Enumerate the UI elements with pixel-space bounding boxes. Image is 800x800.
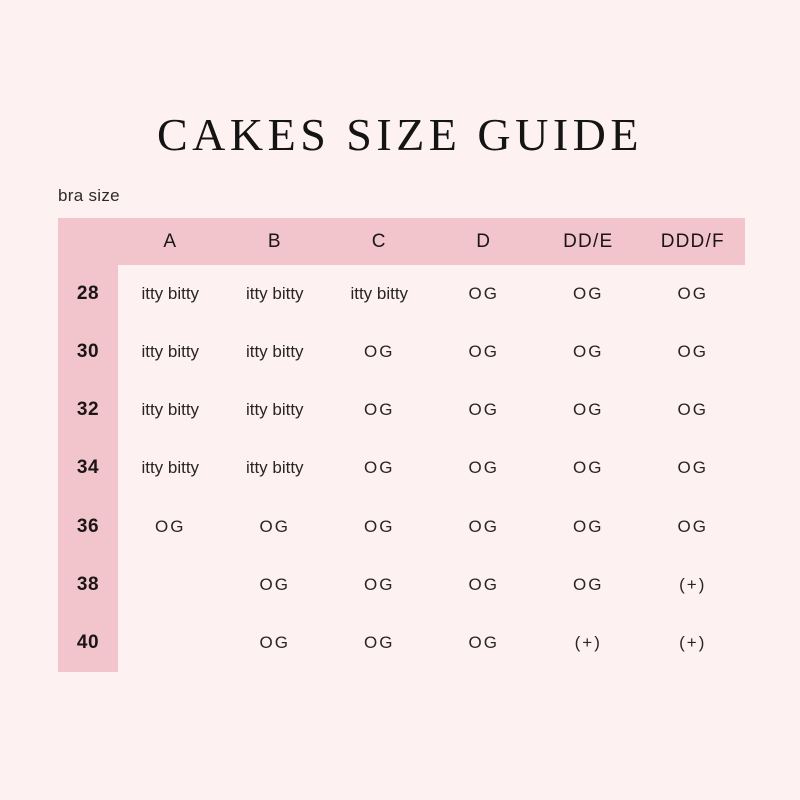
cell-38-d: OG [468,574,499,594]
cell-32-c: OG [364,400,395,420]
table-row: 32 itty bitty itty bitty OG OG OG OG [58,381,745,439]
cell-30-b: itty bitty [245,342,304,362]
cell-40-c: OG [364,632,395,652]
cell-28-d: OG [468,284,499,304]
cup-header-dddf: DDD/F [660,230,725,252]
cup-header-c: C [371,230,387,252]
cell-36-dddf: OG [677,516,708,536]
cell-36-d: OG [468,516,499,536]
band-size-label: 38 [76,573,100,595]
band-size-label: 34 [76,457,100,479]
table-row: 30 itty bitty itty bitty OG OG OG OG [58,323,745,381]
size-guide-table: A B C D DD/E DDD/F 28 itty bitty itty bi… [58,218,745,672]
cell-36-c: OG [364,516,395,536]
cup-header-dde: DD/E [563,230,614,252]
cell-28-b: itty bitty [245,284,304,304]
cell-40-dddf: (+) [679,632,707,652]
table-side-band [58,218,118,672]
band-size-label: 28 [76,283,100,305]
cell-38-b: OG [259,574,290,594]
cell-40-d: OG [468,632,499,652]
table-header-band [58,218,745,265]
cup-header-a: A [163,230,178,252]
band-size-label: 36 [76,515,100,537]
band-size-label: 30 [76,341,100,363]
cell-34-dddf: OG [677,458,708,478]
cell-34-b: itty bitty [245,458,304,478]
table-row: 38 OG OG OG OG (+) [58,556,745,614]
bra-size-caption: bra size [58,186,120,205]
cell-32-a: itty bitty [141,400,200,420]
band-size-label: 40 [76,631,100,653]
cell-34-d: OG [468,458,499,478]
cup-header-d: D [476,230,492,252]
cell-38-dddf: (+) [679,574,707,594]
cell-38-c: OG [364,574,395,594]
page-title: CAKES SIZE GUIDE [157,109,643,160]
cell-34-dde: OG [573,458,604,478]
cell-30-dde: OG [573,342,604,362]
cell-40-dde: (+) [574,632,602,652]
cell-28-dde: OG [573,284,604,304]
table-row: 34 itty bitty itty bitty OG OG OG OG [58,439,745,497]
table-row: 40 OG OG OG (+) (+) [58,614,745,672]
table-row: 36 OG OG OG OG OG OG [58,498,745,556]
cell-34-a: itty bitty [141,458,200,478]
cell-32-dddf: OG [677,400,708,420]
table-row: 28 itty bitty itty bitty itty bitty OG O… [58,265,745,323]
cell-30-d: OG [468,342,499,362]
cell-28-a: itty bitty [141,284,200,304]
cell-32-dde: OG [573,400,604,420]
cell-34-c: OG [364,458,395,478]
cell-40-b: OG [259,632,290,652]
cell-36-dde: OG [573,516,604,536]
table-body: 28 itty bitty itty bitty itty bitty OG O… [58,265,745,672]
cell-36-a: OG [155,516,186,536]
cell-30-dddf: OG [677,342,708,362]
cell-32-b: itty bitty [245,400,304,420]
cell-30-c: OG [364,342,395,362]
band-size-label: 32 [76,399,100,421]
cell-28-c: itty bitty [350,284,409,304]
cell-36-b: OG [259,516,290,536]
cell-32-d: OG [468,400,499,420]
cell-38-dde: OG [573,574,604,594]
cell-28-dddf: OG [677,284,708,304]
cup-size-header-row: A B C D DD/E DDD/F [118,218,745,265]
cell-30-a: itty bitty [141,342,200,362]
cup-header-b: B [267,230,282,252]
